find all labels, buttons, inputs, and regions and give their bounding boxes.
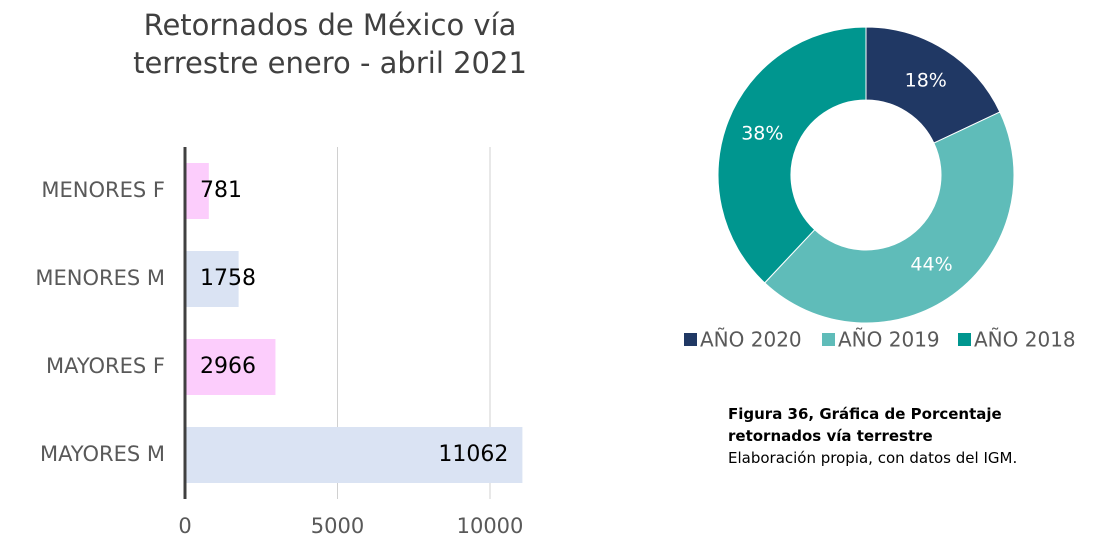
data-label: 2966 [200,354,256,379]
y-tick-label: MENORES F [41,178,165,202]
data-label: 11062 [438,442,508,467]
data-label: 44% [910,254,952,276]
data-label: 1758 [200,266,256,291]
caption: Figura 36, Gráfica de Porcentaje retorna… [728,403,1038,469]
x-tick-label: 0 [178,514,191,538]
donut-slice [717,26,867,284]
chart-title: Retornados de México vía terrestre enero… [133,8,527,80]
donut-slice [763,111,1015,324]
legend-label: AÑO 2020 [700,328,802,352]
y-tick-label: MAYORES F [46,354,165,378]
y-tick-label: MENORES M [35,266,165,290]
data-label: 38% [741,122,783,144]
bar [185,339,276,395]
legend-label: AÑO 2019 [838,328,940,352]
x-tick-label: 10000 [457,514,524,538]
y-tick-label: MAYORES M [40,442,165,466]
data-label: 781 [200,178,242,203]
x-tick-label: 5000 [311,514,364,538]
legend-label: AÑO 2018 [974,328,1076,352]
bar [185,163,209,219]
bar [185,427,523,483]
legend-swatch [958,333,971,346]
legend-swatch [684,333,697,346]
data-label: 18% [905,69,947,91]
donut-slice [865,26,1001,144]
bar [185,251,239,307]
caption-title: Figura 36, Gráfica de Porcentaje retorna… [728,405,1002,445]
caption-text: Elaboración propia, con datos del IGM. [728,449,1018,467]
legend-swatch [822,333,835,346]
